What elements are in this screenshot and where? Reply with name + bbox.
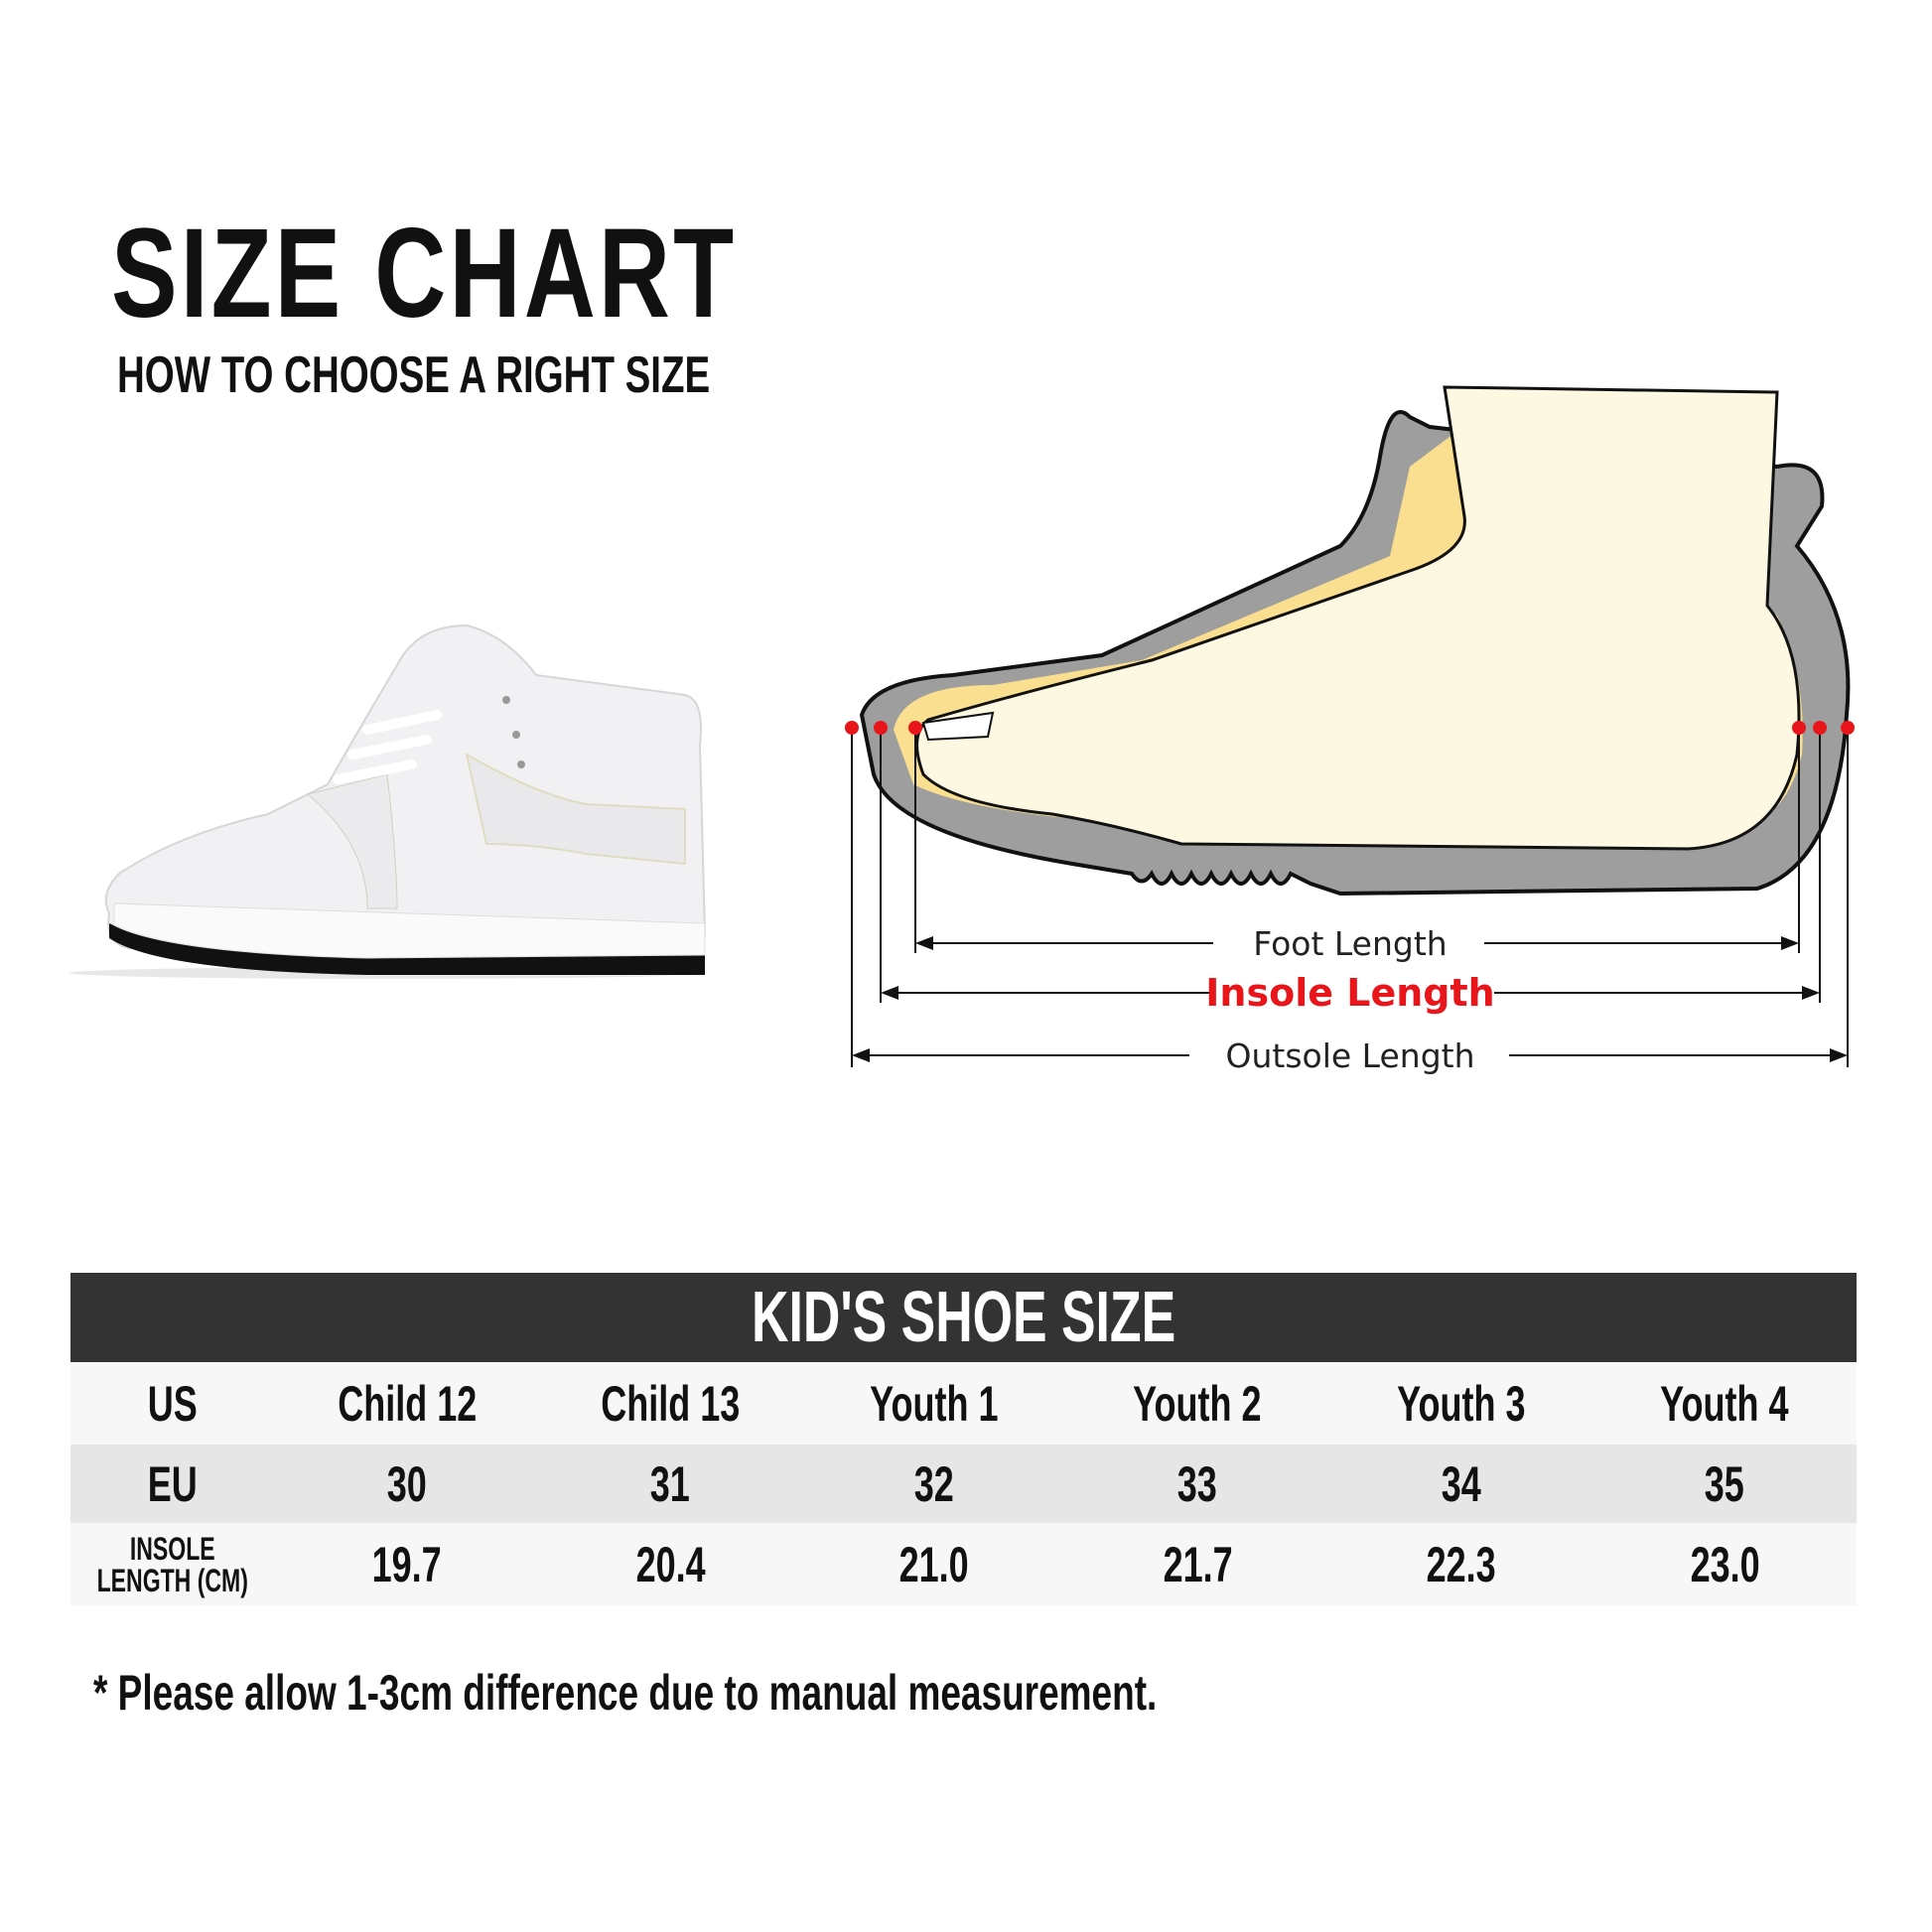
table-title: KID'S SHOE SIZE — [751, 1278, 1176, 1357]
outsole-length-label: Outsole Length — [1226, 1036, 1475, 1075]
table-cell: Child 12 — [337, 1375, 477, 1432]
table-cell: 34 — [1441, 1455, 1481, 1512]
table-cell: 32 — [913, 1455, 954, 1512]
table-cell: Youth 3 — [1397, 1375, 1526, 1432]
table-cell: Youth 2 — [1133, 1375, 1262, 1432]
table-row-eu: EU 30 31 32 33 34 35 — [70, 1445, 1857, 1523]
table-cell: Youth 1 — [870, 1375, 999, 1432]
table-cell: Child 13 — [601, 1375, 741, 1432]
foot-shape — [915, 385, 1801, 851]
table-cell: 21.7 — [1163, 1536, 1233, 1592]
page-subtitle: HOW TO CHOOSE A RIGHT SIZE — [117, 346, 711, 404]
insole-length-label: Insole Length — [1205, 971, 1494, 1015]
foot-length-label: Foot Length — [1253, 924, 1447, 963]
footnote: * Please allow 1-3cm difference due to m… — [93, 1665, 1158, 1721]
page-title: SIZE CHART — [111, 203, 738, 345]
table-cell: 23.0 — [1690, 1536, 1760, 1592]
row-label: INSOLE LENGTH (CM) — [96, 1530, 249, 1598]
sneaker-image — [69, 623, 707, 979]
row-label: US — [147, 1375, 199, 1432]
size-table: KID'S SHOE SIZE US Child 12 Child 13 You… — [70, 1273, 1857, 1605]
row-label: EU — [147, 1455, 199, 1512]
table-cell: 20.4 — [635, 1536, 706, 1592]
table-row-us: US Child 12 Child 13 Youth 1 Youth 2 You… — [70, 1362, 1857, 1445]
table-cell: 33 — [1177, 1455, 1218, 1512]
table-cell: 19.7 — [371, 1536, 442, 1592]
table-cell: 31 — [650, 1455, 691, 1512]
table-cell: Youth 4 — [1660, 1375, 1789, 1432]
table-row-insole-length: INSOLE LENGTH (CM) 19.7 20.4 21.0 21.7 2… — [70, 1523, 1857, 1605]
table-cell: 30 — [386, 1455, 427, 1512]
measurement-markers — [845, 721, 1855, 735]
table-title-bar: KID'S SHOE SIZE — [70, 1273, 1857, 1362]
table-cell: 21.0 — [898, 1536, 969, 1592]
table-cell: 35 — [1705, 1455, 1745, 1512]
table-cell: 22.3 — [1426, 1536, 1496, 1592]
